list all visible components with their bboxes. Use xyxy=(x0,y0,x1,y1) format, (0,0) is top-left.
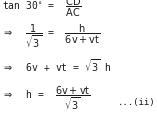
Text: ...(ii): ...(ii) xyxy=(118,97,156,107)
Text: $\Rightarrow$  6v + vt = $\sqrt{3}$ h: $\Rightarrow$ 6v + vt = $\sqrt{3}$ h xyxy=(2,58,112,74)
Text: tan 30$^{\circ}$ =  $\dfrac{\mathrm{CD}}{\mathrm{AC}}$: tan 30$^{\circ}$ = $\dfrac{\mathrm{CD}}{… xyxy=(2,0,82,18)
Text: $\Rightarrow$  $\dfrac{1}{\sqrt{3}}$ =  $\dfrac{\mathrm{h}}{\mathrm{6v + vt}}$: $\Rightarrow$ $\dfrac{1}{\sqrt{3}}$ = $\… xyxy=(2,22,100,50)
Text: $\Rightarrow$  h =  $\dfrac{\mathrm{6v + vt}}{\sqrt{3}}$: $\Rightarrow$ h = $\dfrac{\mathrm{6v + v… xyxy=(2,84,91,112)
